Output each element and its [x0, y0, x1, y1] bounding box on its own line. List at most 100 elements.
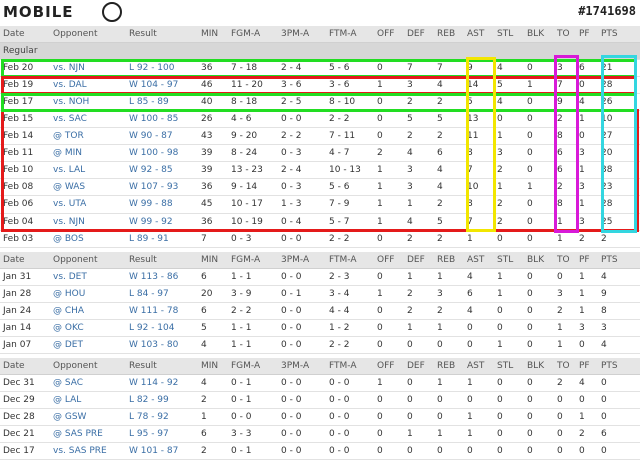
cell-pts: 38: [598, 161, 640, 180]
cell-opponent[interactable]: vs. NOH: [50, 93, 126, 112]
game-log-table: Date Opponent Result MIN FGM-A 3PM-A FTM-A OFF D…: [0, 26, 640, 460]
cell-opponent[interactable]: @ OKC: [50, 319, 126, 337]
cell-stl: 0: [494, 425, 524, 444]
cell-pts: 20: [598, 144, 640, 163]
cell-opponent[interactable]: @ TOR: [50, 127, 126, 146]
cell-result[interactable]: W 99 - 88: [126, 195, 198, 214]
cell-opponent[interactable]: @ WAS: [50, 178, 126, 197]
cell-opponent[interactable]: vs. DET: [50, 268, 126, 286]
cell-opponent[interactable]: @ DET: [50, 336, 126, 354]
cell-opponent[interactable]: vs. NJN: [50, 213, 126, 231]
cell-opponent[interactable]: vs. NJN: [50, 59, 126, 78]
cell-blk: 0: [524, 442, 554, 460]
cell-min: 5: [198, 319, 228, 337]
cell-off: 1: [374, 285, 404, 303]
cell-result[interactable]: W 113 - 86: [126, 268, 198, 286]
cell-opponent[interactable]: vs. SAS PRE: [50, 442, 126, 460]
cell-result[interactable]: W 114 - 92: [126, 374, 198, 392]
cell-pts: 3: [598, 319, 640, 337]
cell-result[interactable]: L 92 - 104: [126, 319, 198, 337]
cell-ftm-a: 7 - 9: [326, 195, 374, 214]
cell-result[interactable]: L 92 - 100: [126, 59, 198, 78]
cell-blk: 0: [524, 374, 554, 392]
cell-opponent[interactable]: @ MIN: [50, 144, 126, 163]
cell-result[interactable]: L 89 - 91: [126, 230, 198, 248]
cell-result[interactable]: W 104 - 97: [126, 76, 198, 95]
cell-min: 45: [198, 195, 228, 214]
cell-date: Jan 28: [0, 285, 50, 303]
cell-pf: 3: [576, 213, 598, 231]
cell-ast: 4: [464, 302, 494, 320]
column-header-fgm-a: FGM-A: [228, 26, 278, 44]
cell-opponent[interactable]: vs. UTA: [50, 195, 126, 214]
cell-off: 0: [374, 302, 404, 320]
cell-opponent[interactable]: vs. DAL: [50, 76, 126, 95]
column-header-to: TO: [554, 26, 576, 44]
column-header-pts: PTS: [598, 26, 640, 44]
cell-opponent[interactable]: vs. LAL: [50, 161, 126, 180]
cell-stl: 0: [494, 442, 524, 460]
cell-blk: 0: [524, 285, 554, 303]
column-header-min: MIN: [198, 357, 228, 375]
cell-opponent[interactable]: @ SAC: [50, 374, 126, 392]
cell-ftm-a: 0 - 0: [326, 391, 374, 410]
cell-ftm-a: 3 - 4: [326, 285, 374, 303]
cell-result[interactable]: W 99 - 92: [126, 213, 198, 231]
cell-ftm-a: 4 - 4: [326, 302, 374, 320]
cell-result[interactable]: L 78 - 92: [126, 408, 198, 427]
cell-result[interactable]: W 90 - 87: [126, 127, 198, 146]
cell-blk: 0: [524, 144, 554, 163]
cell-result[interactable]: L 85 - 89: [126, 93, 198, 112]
cell-ast: 1: [464, 374, 494, 392]
cell-def: 4: [404, 213, 434, 231]
cell-result[interactable]: W 111 - 78: [126, 302, 198, 320]
cell-opponent[interactable]: @ LAL: [50, 391, 126, 410]
cell-min: 7: [198, 230, 228, 248]
cell-to: 9: [554, 93, 576, 112]
cell-result[interactable]: W 107 - 93: [126, 178, 198, 197]
cell-opponent[interactable]: @ GSW: [50, 408, 126, 427]
cell-result[interactable]: L 84 - 97: [126, 285, 198, 303]
cell-result[interactable]: L 82 - 99: [126, 391, 198, 410]
column-header-def: DEF: [404, 26, 434, 44]
cell-3pm-a: 0 - 0: [278, 302, 326, 320]
cell-blk: 1: [524, 76, 554, 95]
cell-result[interactable]: L 95 - 97: [126, 425, 198, 444]
column-header-date: Date: [0, 251, 50, 269]
cell-result[interactable]: W 100 - 98: [126, 144, 198, 163]
cell-off: 1: [374, 374, 404, 392]
cell-stl: 0: [494, 302, 524, 320]
cell-reb: 6: [434, 144, 464, 163]
cell-3pm-a: 2 - 4: [278, 59, 326, 78]
column-header-min: MIN: [198, 251, 228, 269]
column-header-ftm-a: FTM-A: [326, 251, 374, 269]
cell-min: 43: [198, 127, 228, 146]
cell-to: 0: [554, 442, 576, 460]
cell-ftm-a: 5 - 6: [326, 59, 374, 78]
cell-ftm-a: 0 - 0: [326, 408, 374, 427]
cell-result[interactable]: W 101 - 87: [126, 442, 198, 460]
cell-result[interactable]: W 100 - 85: [126, 110, 198, 129]
cell-stl: 2: [494, 161, 524, 180]
column-header-def: DEF: [404, 357, 434, 375]
cell-opponent[interactable]: @ BOS: [50, 230, 126, 248]
cell-stl: 0: [494, 230, 524, 248]
cell-result[interactable]: W 92 - 85: [126, 161, 198, 180]
column-header-reb: REB: [434, 251, 464, 269]
column-header-pts: PTS: [598, 251, 640, 269]
cell-opponent[interactable]: vs. SAC: [50, 110, 126, 129]
cell-pts: 8: [598, 302, 640, 320]
cell-3pm-a: 0 - 0: [278, 408, 326, 427]
cell-ftm-a: 2 - 2: [326, 336, 374, 354]
cell-min: 2: [198, 442, 228, 460]
cell-opponent[interactable]: @ SAS PRE: [50, 425, 126, 444]
cell-3pm-a: 0 - 0: [278, 442, 326, 460]
cell-opponent[interactable]: @ CHA: [50, 302, 126, 320]
cell-result[interactable]: W 103 - 80: [126, 336, 198, 354]
cell-opponent[interactable]: @ HOU: [50, 285, 126, 303]
